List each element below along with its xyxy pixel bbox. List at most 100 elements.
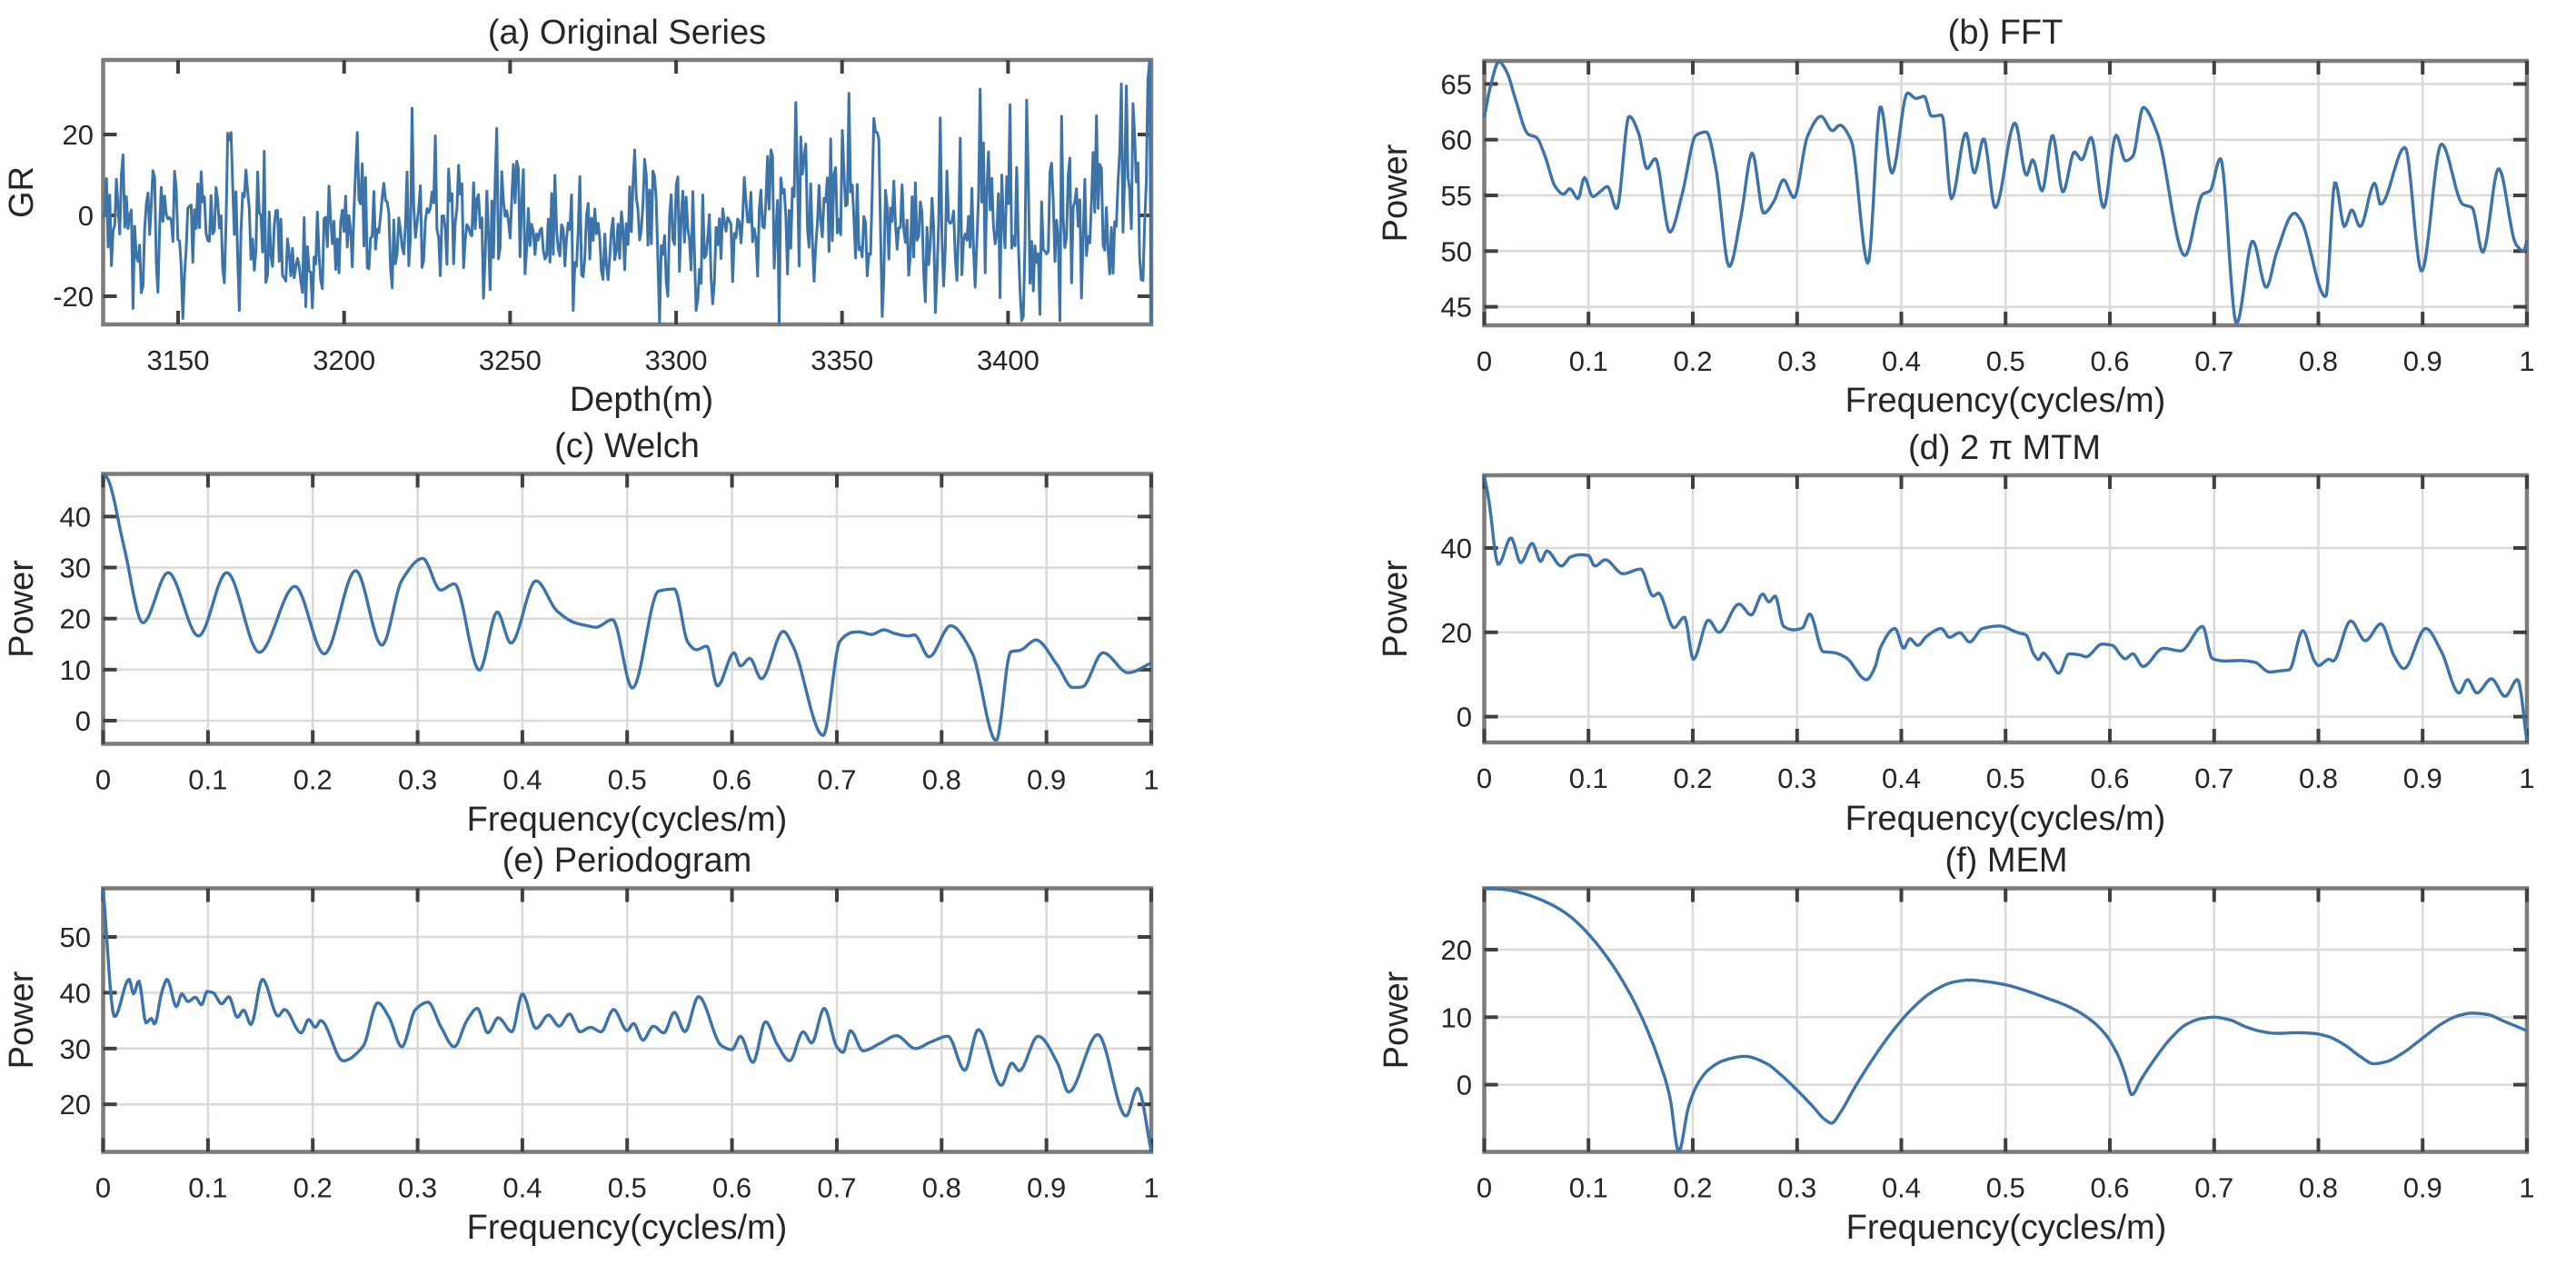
- svg-text:0.6: 0.6: [712, 764, 751, 796]
- svg-text:(c) Welch: (c) Welch: [554, 427, 700, 465]
- svg-text:(a) Original Series: (a) Original Series: [488, 14, 766, 52]
- svg-text:Depth(m): Depth(m): [570, 381, 713, 419]
- svg-text:0.1: 0.1: [188, 1172, 227, 1204]
- svg-text:0.6: 0.6: [2090, 1172, 2129, 1204]
- svg-text:10: 10: [60, 654, 91, 686]
- svg-text:0.4: 0.4: [502, 764, 542, 796]
- svg-text:0.2: 0.2: [1673, 762, 1712, 794]
- svg-text:0.9: 0.9: [2403, 1172, 2442, 1204]
- svg-text:3350: 3350: [811, 344, 873, 376]
- svg-text:3300: 3300: [645, 344, 708, 376]
- svg-text:Frequency(cycles/m): Frequency(cycles/m): [1845, 382, 2166, 420]
- svg-text:3400: 3400: [977, 344, 1039, 376]
- svg-text:0.3: 0.3: [1777, 762, 1816, 794]
- svg-text:Power: Power: [3, 560, 41, 658]
- svg-text:Power: Power: [1377, 560, 1415, 658]
- svg-text:50: 50: [1441, 235, 1472, 267]
- svg-text:1: 1: [1143, 764, 1159, 796]
- svg-text:Frequency(cycles/m): Frequency(cycles/m): [467, 1209, 788, 1247]
- svg-text:0: 0: [1477, 762, 1492, 794]
- svg-text:0.9: 0.9: [2403, 345, 2442, 377]
- svg-text:0.5: 0.5: [608, 764, 647, 796]
- svg-text:0: 0: [1477, 345, 1492, 377]
- svg-text:60: 60: [1441, 125, 1472, 156]
- svg-text:40: 40: [60, 977, 91, 1009]
- svg-text:0: 0: [1457, 1070, 1472, 1101]
- svg-text:0: 0: [1457, 702, 1472, 733]
- svg-text:Power: Power: [1377, 144, 1415, 242]
- svg-text:0.3: 0.3: [398, 1172, 437, 1204]
- svg-text:0.2: 0.2: [1673, 345, 1712, 377]
- svg-text:0: 0: [75, 705, 91, 737]
- svg-text:0.9: 0.9: [1027, 1172, 1066, 1204]
- svg-text:0.6: 0.6: [2090, 762, 2129, 794]
- svg-text:0.9: 0.9: [1027, 764, 1066, 796]
- svg-text:0: 0: [1477, 1172, 1492, 1204]
- svg-text:0.7: 0.7: [817, 764, 856, 796]
- svg-text:10: 10: [1441, 1001, 1472, 1033]
- svg-text:20: 20: [1441, 617, 1472, 649]
- svg-text:50: 50: [60, 921, 91, 953]
- svg-text:30: 30: [60, 553, 91, 584]
- svg-text:Power: Power: [3, 971, 41, 1069]
- svg-text:0.1: 0.1: [1569, 345, 1608, 377]
- svg-text:20: 20: [60, 603, 91, 635]
- svg-text:40: 40: [1441, 533, 1472, 564]
- svg-text:0.5: 0.5: [608, 1172, 647, 1204]
- svg-text:20: 20: [60, 1089, 91, 1121]
- svg-text:0.6: 0.6: [2090, 345, 2129, 377]
- svg-text:0.1: 0.1: [1569, 1172, 1608, 1204]
- svg-text:1: 1: [1143, 1172, 1159, 1204]
- svg-text:Power: Power: [1378, 971, 1416, 1069]
- svg-text:3200: 3200: [313, 344, 375, 376]
- svg-text:0.7: 0.7: [817, 1172, 856, 1204]
- svg-text:3150: 3150: [147, 344, 210, 376]
- svg-text:0.5: 0.5: [1986, 762, 2025, 794]
- svg-text:GR: GR: [3, 166, 41, 218]
- svg-text:0.4: 0.4: [1882, 762, 1921, 794]
- svg-text:(f) MEM: (f) MEM: [1944, 842, 2067, 880]
- svg-text:0.4: 0.4: [1882, 345, 1921, 377]
- svg-text:0: 0: [78, 200, 94, 232]
- svg-text:0.2: 0.2: [293, 764, 333, 796]
- svg-text:65: 65: [1441, 68, 1472, 100]
- svg-text:-20: -20: [53, 281, 94, 313]
- svg-text:0.8: 0.8: [922, 1172, 961, 1204]
- svg-text:0.1: 0.1: [188, 764, 227, 796]
- svg-text:1: 1: [2519, 762, 2534, 794]
- svg-text:0.7: 0.7: [2194, 762, 2233, 794]
- svg-text:(e) Periodogram: (e) Periodogram: [502, 842, 752, 880]
- svg-text:(d) 2 π MTM: (d) 2 π MTM: [1908, 429, 2101, 467]
- svg-text:3250: 3250: [479, 344, 542, 376]
- svg-text:0.5: 0.5: [1986, 1172, 2025, 1204]
- svg-text:0: 0: [95, 764, 111, 796]
- svg-text:0.8: 0.8: [2299, 1172, 2338, 1204]
- svg-text:30: 30: [60, 1033, 91, 1065]
- svg-text:0.3: 0.3: [1777, 345, 1816, 377]
- svg-text:0.6: 0.6: [712, 1172, 751, 1204]
- svg-text:0.1: 0.1: [1569, 762, 1608, 794]
- svg-text:0.3: 0.3: [1777, 1172, 1816, 1204]
- svg-text:0: 0: [95, 1172, 111, 1204]
- svg-text:1: 1: [2519, 345, 2534, 377]
- svg-text:Frequency(cycles/m): Frequency(cycles/m): [1846, 1209, 2167, 1247]
- svg-text:0.2: 0.2: [293, 1172, 333, 1204]
- svg-text:0.2: 0.2: [1673, 1172, 1712, 1204]
- svg-text:0.8: 0.8: [2299, 762, 2338, 794]
- svg-text:40: 40: [60, 501, 91, 533]
- svg-text:45: 45: [1441, 292, 1472, 324]
- svg-text:0.9: 0.9: [2403, 762, 2442, 794]
- svg-text:0.4: 0.4: [1882, 1172, 1921, 1204]
- svg-text:0.5: 0.5: [1986, 345, 2025, 377]
- svg-text:20: 20: [1441, 934, 1472, 966]
- svg-text:0.4: 0.4: [502, 1172, 542, 1204]
- svg-text:0.8: 0.8: [2299, 345, 2338, 377]
- svg-text:0.7: 0.7: [2194, 1172, 2233, 1204]
- svg-text:0.7: 0.7: [2194, 345, 2233, 377]
- svg-text:0.8: 0.8: [922, 764, 961, 796]
- svg-text:1: 1: [2519, 1172, 2534, 1204]
- svg-text:0.3: 0.3: [398, 764, 437, 796]
- svg-text:Frequency(cycles/m): Frequency(cycles/m): [1845, 800, 2166, 838]
- svg-text:20: 20: [63, 119, 94, 151]
- svg-text:(b) FFT: (b) FFT: [1948, 14, 2064, 52]
